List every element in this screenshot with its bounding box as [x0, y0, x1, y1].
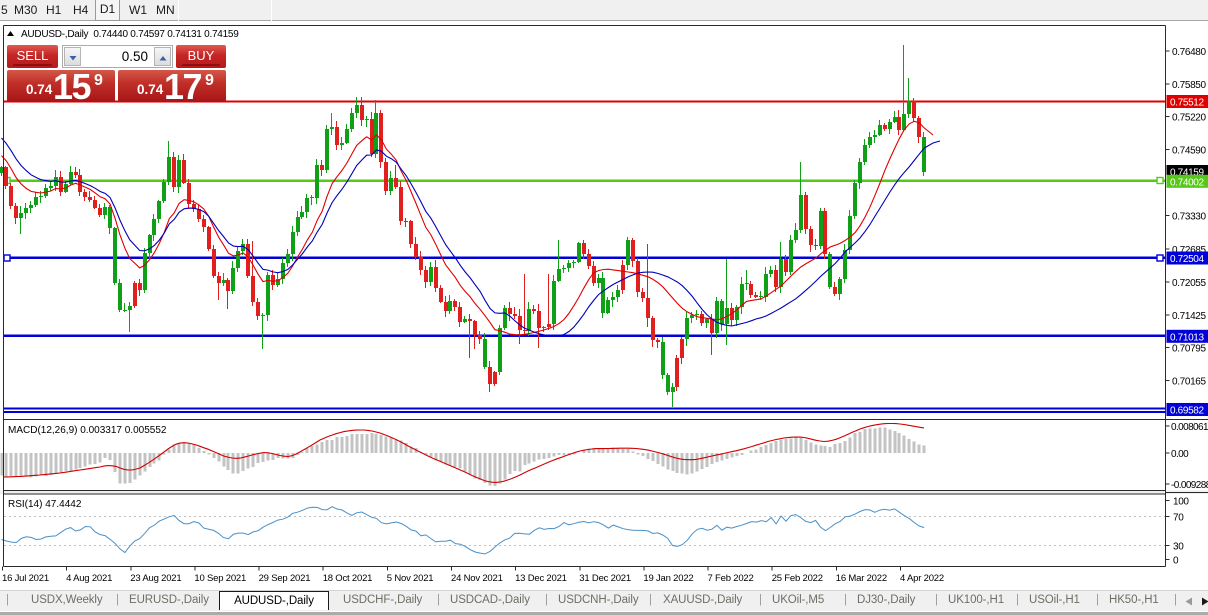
svg-text:4 Apr 2022: 4 Apr 2022	[900, 573, 944, 584]
svg-text:29 Sep 2021: 29 Sep 2021	[259, 573, 311, 584]
svg-text:0.69582: 0.69582	[1170, 406, 1204, 417]
svg-text:23 Aug 2021: 23 Aug 2021	[130, 573, 181, 584]
svg-text:13 Dec 2021: 13 Dec 2021	[515, 573, 567, 584]
svg-text:0.72055: 0.72055	[1172, 278, 1206, 289]
svg-text:0.70795: 0.70795	[1172, 344, 1206, 355]
svg-text:0.75850: 0.75850	[1172, 80, 1206, 91]
svg-text:7 Feb 2022: 7 Feb 2022	[708, 573, 754, 584]
svg-text:0.72504: 0.72504	[1170, 254, 1204, 265]
svg-text:0.72685: 0.72685	[1172, 245, 1206, 256]
svg-text:RSI(14) 47.4442: RSI(14) 47.4442	[8, 499, 82, 510]
svg-text:100: 100	[1173, 496, 1189, 507]
svg-text:MACD(12,26,9) 0.003317 0.00555: MACD(12,26,9) 0.003317 0.005552	[8, 425, 167, 436]
svg-text:0.71013: 0.71013	[1170, 332, 1204, 343]
svg-text:0.74159: 0.74159	[1170, 168, 1204, 179]
svg-text:19 Jan 2022: 19 Jan 2022	[643, 573, 693, 584]
svg-text:5 Nov 2021: 5 Nov 2021	[387, 573, 434, 584]
svg-text:0: 0	[1173, 556, 1179, 567]
svg-text:18 Oct 2021: 18 Oct 2021	[323, 573, 373, 584]
svg-text:AUDUSD-,Daily 0.74440 0.74597: AUDUSD-,Daily 0.74440 0.74597 0.74131 0.…	[21, 29, 239, 40]
svg-text:24 Nov 2021: 24 Nov 2021	[451, 573, 503, 584]
svg-text:0.73330: 0.73330	[1172, 211, 1206, 222]
svg-text:0.00: 0.00	[1171, 449, 1189, 460]
svg-text:0.76480: 0.76480	[1172, 47, 1206, 58]
svg-text:16 Mar 2022: 16 Mar 2022	[836, 573, 887, 584]
svg-text:31 Dec 2021: 31 Dec 2021	[579, 573, 631, 584]
svg-text:16 Jul 2021: 16 Jul 2021	[2, 573, 49, 584]
svg-text:0.70165: 0.70165	[1172, 377, 1206, 388]
svg-text:30: 30	[1173, 542, 1184, 553]
svg-text:0.71425: 0.71425	[1172, 311, 1206, 322]
svg-text:-0.009288: -0.009288	[1171, 480, 1208, 491]
svg-text:0.008061: 0.008061	[1171, 422, 1208, 433]
svg-text:0.74002: 0.74002	[1170, 177, 1204, 188]
svg-text:0.74590: 0.74590	[1172, 146, 1206, 157]
svg-text:25 Feb 2022: 25 Feb 2022	[772, 573, 823, 584]
svg-text:10 Sep 2021: 10 Sep 2021	[194, 573, 246, 584]
svg-text:0.75220: 0.75220	[1172, 113, 1206, 124]
svg-text:70: 70	[1173, 513, 1184, 524]
svg-text:4 Aug 2021: 4 Aug 2021	[66, 573, 112, 584]
svg-text:0.75512: 0.75512	[1170, 98, 1204, 109]
